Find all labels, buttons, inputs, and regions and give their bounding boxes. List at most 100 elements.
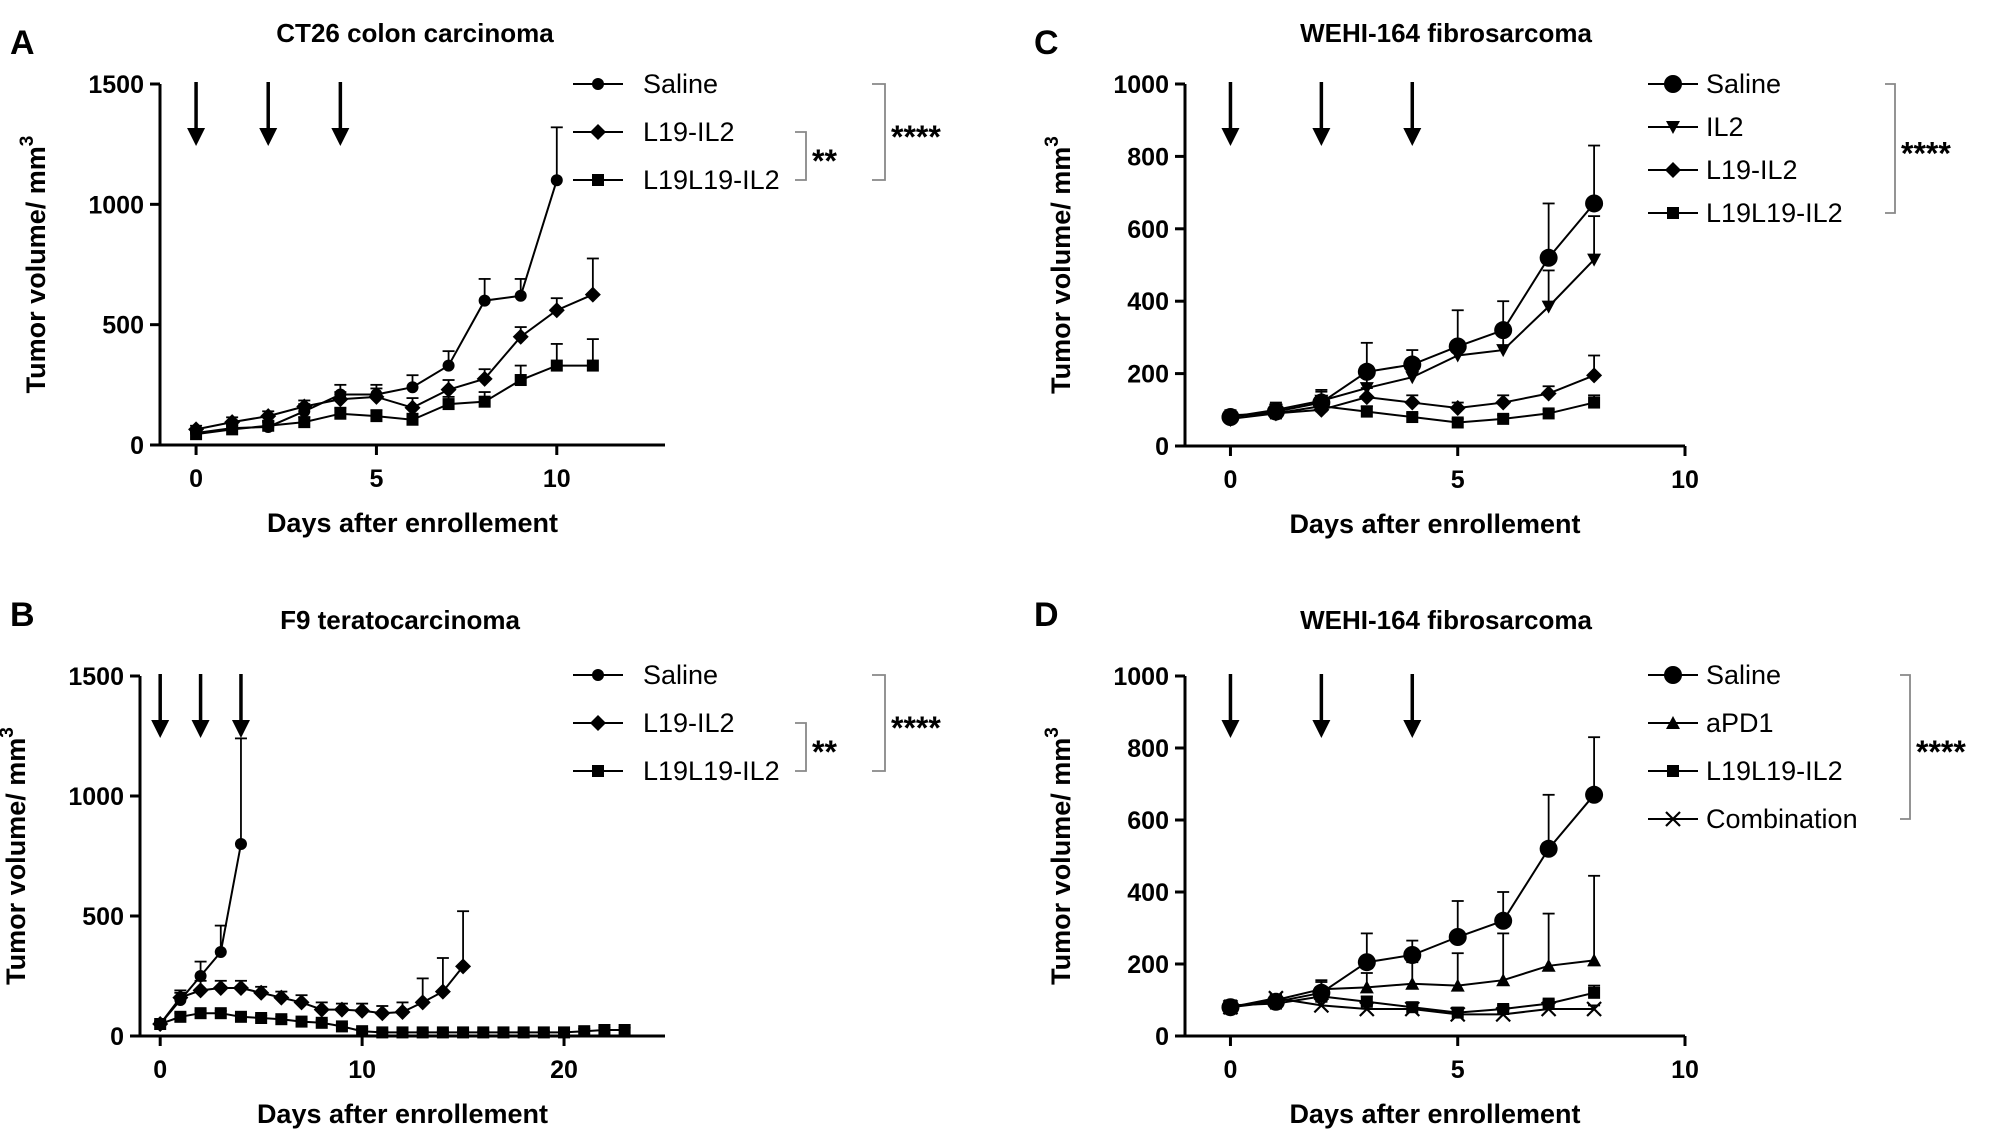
panel-letter: A [10,24,35,62]
legend-label: L19L19-IL2 [643,165,780,195]
legend-label: Saline [643,660,718,690]
data-point [1315,400,1328,413]
x-axis-label: Days after enrollement [267,508,558,538]
data-point [406,381,419,394]
panel-letter: D [1034,596,1059,634]
y-tick-label: 1000 [68,783,124,811]
data-point [1315,990,1328,1003]
data-point [315,1016,328,1029]
data-point [548,302,565,319]
significance-bracket [1900,674,1911,820]
significance-label: **** [1901,136,1951,172]
data-point [1588,396,1601,409]
legend-marker [590,124,606,140]
data-point [1404,1001,1421,1017]
treatment-arrow-head [1403,720,1422,738]
data-point [214,946,227,958]
data-point [332,391,349,408]
data-point [1495,394,1512,411]
data-point [376,1026,389,1039]
data-point [1357,953,1376,972]
x-tick-label: 5 [1451,466,1465,494]
legend-label: Saline [643,69,718,99]
data-point [440,381,457,398]
x-tick-label: 5 [369,465,383,493]
treatment-arrow-head [1312,128,1331,146]
data-point [194,970,207,982]
data-point [442,359,455,372]
data-point [1403,355,1422,374]
data-point [1449,399,1466,416]
legend-marker [1667,765,1679,777]
series-line [159,965,464,1025]
significance: **** [1885,83,1951,214]
x-tick-label: 0 [189,465,203,493]
x-tick-label: 10 [348,1056,376,1084]
data-point [255,1012,268,1024]
data-point [1449,1006,1466,1023]
y-axis-label-superscript: 3 [1042,727,1063,738]
y-tick-label: 1000 [1113,71,1169,99]
data-point [234,1010,247,1023]
data-point [442,398,455,411]
y-tick-label: 1000 [1113,663,1169,691]
data-point [214,1007,227,1020]
data-point [154,1018,167,1030]
chart-title: WEHI-164 fibrosarcoma [1300,605,1592,635]
treatment-arrow-head [1221,128,1240,146]
significance-bracket [795,131,807,181]
data-point [334,407,347,420]
data-point [416,1026,429,1039]
data-point [190,428,203,441]
data-point [550,359,563,372]
data-point [335,1020,348,1033]
legend-marker [1666,716,1680,729]
data-point [477,1026,490,1039]
data-point [1587,253,1602,267]
data-point [1405,976,1420,990]
data-point [313,1001,330,1018]
data-point [234,838,247,850]
data-point [514,289,527,302]
significance: **** [1900,674,1966,820]
treatment-arrow-head [231,720,250,738]
data-point [212,980,229,996]
legend: Saline IL2 L19-IL2 L19L19-IL2 [1648,69,1843,228]
series-l19l19-il2 [190,338,599,441]
data-point [273,989,290,1006]
data-point [514,374,527,387]
data-point [1451,416,1464,429]
data-point [478,395,491,408]
data-point [1359,980,1374,994]
data-point [618,1024,631,1036]
legend-marker [592,669,604,681]
data-point [550,174,563,187]
y-tick-label: 1500 [88,71,144,99]
data-point [1496,973,1511,987]
treatment-arrow-head [331,128,350,146]
data-point [457,1026,470,1039]
data-point [1588,986,1601,999]
data-point [1403,946,1422,964]
y-tick-label: 400 [1127,288,1169,316]
series-apd1 [1223,874,1602,1014]
y-axis-label: Tumor volume/ mm3 [0,727,31,985]
data-point [253,984,270,1001]
significance-bracket [795,722,807,772]
significance-label: ** [812,143,837,179]
y-axis-label-superscript: 3 [1042,136,1063,147]
data-point [1450,978,1465,992]
y-axis-label-superscript: 3 [17,136,38,147]
legend-label: Saline [1706,660,1781,690]
y-tick-label: 800 [1127,143,1169,171]
data-point [586,359,599,372]
data-point [1450,349,1465,363]
data-point [333,1001,350,1018]
data-point [1540,385,1557,402]
data-point [512,328,529,345]
series-line [1230,202,1595,419]
chart-title: CT26 colon carcinoma [276,18,554,48]
legend-marker [592,78,604,90]
data-point [1494,321,1513,340]
